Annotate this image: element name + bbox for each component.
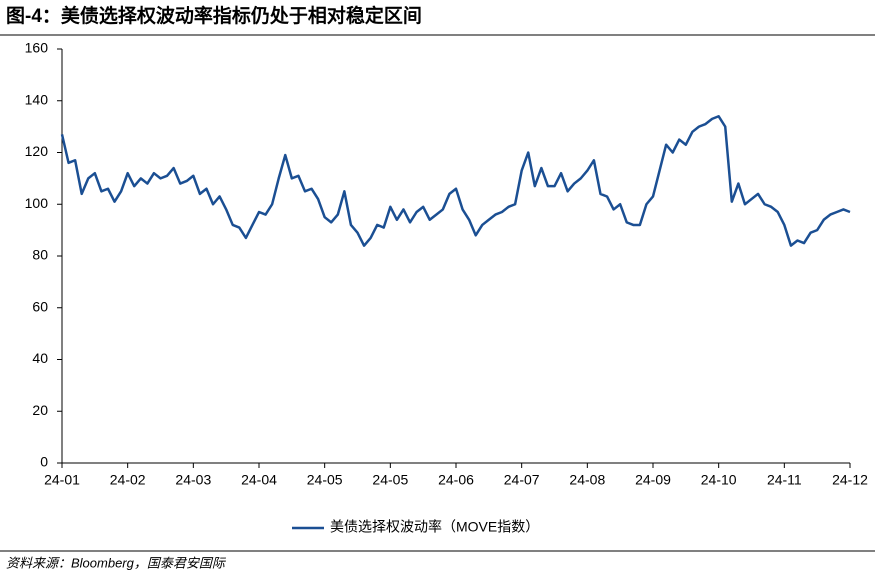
y-tick-label: 80 (32, 247, 48, 263)
x-tick-label: 24-12 (832, 472, 868, 488)
source: 资料来源：Bloomberg，国泰君安国际 (6, 555, 227, 570)
x-tick-label: 24-03 (175, 472, 211, 488)
y-tick-label: 140 (25, 91, 49, 107)
x-tick-label: 24-10 (701, 472, 737, 488)
series-line (60, 115, 851, 247)
y-tick-label: 20 (32, 402, 48, 418)
y-tick-label: 120 (25, 143, 49, 159)
y-tick-label: 160 (25, 40, 49, 56)
x-tick-label: 24-01 (44, 472, 80, 488)
y-tick-label: 40 (32, 350, 48, 366)
x-tick-label: 24-06 (438, 472, 474, 488)
x-tick-label: 24-09 (635, 472, 671, 488)
y-tick-label: 100 (25, 195, 49, 211)
x-tick-label: 24-05 (307, 472, 343, 488)
x-tick-label: 24-05 (372, 472, 408, 488)
chart-title: 图-4：美债选择权波动率指标仍处于相对稳定区间 (6, 4, 422, 27)
x-tick-label: 24-08 (569, 472, 605, 488)
x-tick-label: 24-07 (504, 472, 540, 488)
x-tick-label: 24-11 (767, 472, 802, 488)
x-tick-label: 24-02 (110, 472, 146, 488)
legend-label: 美债选择权波动率（MOVE指数） (330, 519, 539, 535)
y-tick-label: 60 (32, 298, 48, 314)
x-tick-label: 24-04 (241, 472, 277, 488)
y-tick-label: 0 (40, 454, 48, 470)
